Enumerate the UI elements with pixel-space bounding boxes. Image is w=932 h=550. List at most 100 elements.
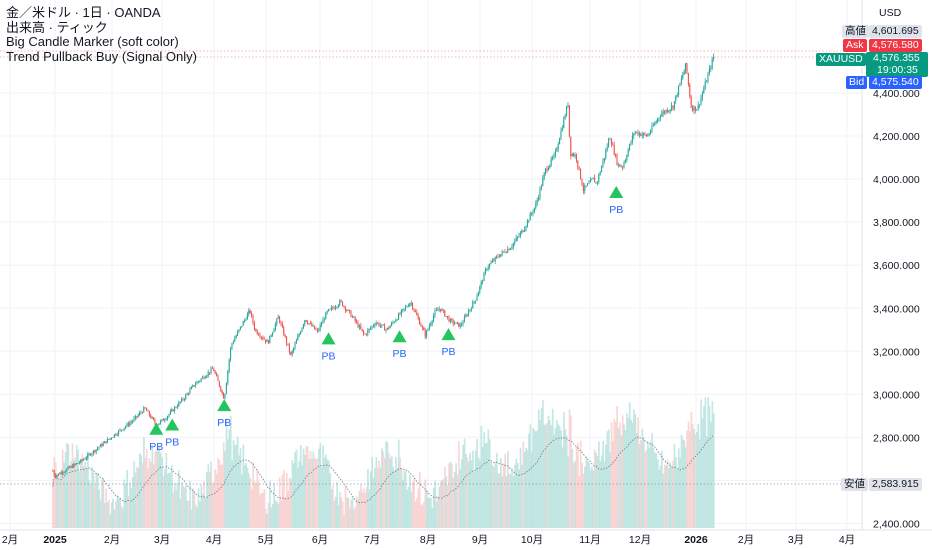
volume-bar [483,432,485,528]
volume-bar [61,449,64,528]
time-tick-label: 10月 [521,534,543,546]
candle-body [699,104,701,106]
volume-bar [705,436,708,528]
volume-bar [472,450,474,528]
volume-bar [238,455,240,528]
legend-indicator-big-candle[interactable]: Big Candle Marker (soft color) [6,34,179,49]
volume-bar [411,481,414,528]
volume-bar [511,468,513,528]
volume-bar [68,465,71,528]
low-value: 2,583.915 [869,478,922,491]
grid-lines [0,0,862,530]
candle-body [360,325,362,329]
candle-body [312,325,314,327]
signal-triangle [149,422,164,435]
candle-body [496,256,498,258]
volume-bar [241,474,243,528]
candle-body [631,135,633,142]
candle-body [543,172,545,179]
volume-bar [235,444,238,528]
volume-bar [176,482,179,528]
candle-body [662,111,664,114]
candle-body [473,301,475,303]
candle-body [267,340,269,344]
volume-bar [329,473,331,528]
candle-body [367,330,369,335]
volume-bar [574,461,576,528]
volume-bar [558,426,561,528]
volume-bar [550,425,553,528]
volume-bar [280,500,282,528]
candle-body [351,316,353,318]
candle-body [525,226,527,230]
candle-body [395,320,397,322]
time-tick-label: 11月 [579,534,600,546]
volume-bar [151,444,154,528]
candle-body [116,434,118,436]
volume-bar [486,442,488,528]
price-tick-label: 4,000.000 [873,174,920,186]
candle-body [140,412,142,414]
volume-bar [228,429,231,528]
candle-body [526,220,528,227]
volume-bar [507,450,509,528]
candle-body [641,134,643,136]
volume-bar [495,452,498,528]
candle-body [602,160,604,167]
volume-bar [467,461,470,528]
volume-bar [385,441,387,528]
candle-body [437,309,439,311]
volume-bar [571,449,574,528]
candle-body [307,321,309,324]
volume-bar [222,441,225,528]
volume-bar [91,466,93,528]
signal-triangle [321,332,336,345]
legend-volume[interactable]: 出来高 · ティック [6,19,108,35]
candle-body [337,305,339,307]
volume-bar [469,452,471,528]
candle-body [127,423,129,426]
volume-bar [696,431,698,528]
candle-body [365,334,367,335]
candle-body [133,418,135,422]
candle-body [441,309,443,311]
volume-bar [305,446,308,528]
signal-label: PB [609,204,623,216]
volume-bar [519,447,522,528]
volume-bar [529,424,532,528]
volume-bar [178,470,180,528]
volume-bar [434,480,436,528]
volume-bar [66,443,68,528]
volume-bar [214,469,217,528]
volume-bar [367,469,369,528]
candle-body [139,412,141,415]
signal-triangle [609,186,624,199]
volume-bar [234,445,236,528]
candle-body [136,416,138,418]
candle-body [568,105,570,137]
candle-body [108,439,110,440]
signal-label: PB [393,348,407,360]
volume-bar [382,451,385,528]
volume-bar [315,459,317,528]
volume-bar [423,501,425,528]
volume-bar [458,441,460,528]
volume-bar [201,493,204,528]
legend-indicator-pullback[interactable]: Trend Pullback Buy (Signal Only) [6,48,197,64]
candle-body [148,411,150,416]
volume-bar [596,456,599,528]
volume-bar [60,469,63,528]
volume-bar [123,479,126,528]
candle-body [315,329,317,330]
currency-label[interactable]: USD [879,7,902,19]
candle-body [599,172,601,175]
legend-symbol[interactable]: 金／米ドル · 1日 · OANDA [6,5,161,20]
candle-body [374,324,376,326]
volume-bar [89,483,92,528]
candle-body [409,303,411,307]
volume-bar [460,459,463,528]
candle-body [680,78,682,84]
volume-bar [568,409,571,528]
volume-bar [166,474,169,528]
